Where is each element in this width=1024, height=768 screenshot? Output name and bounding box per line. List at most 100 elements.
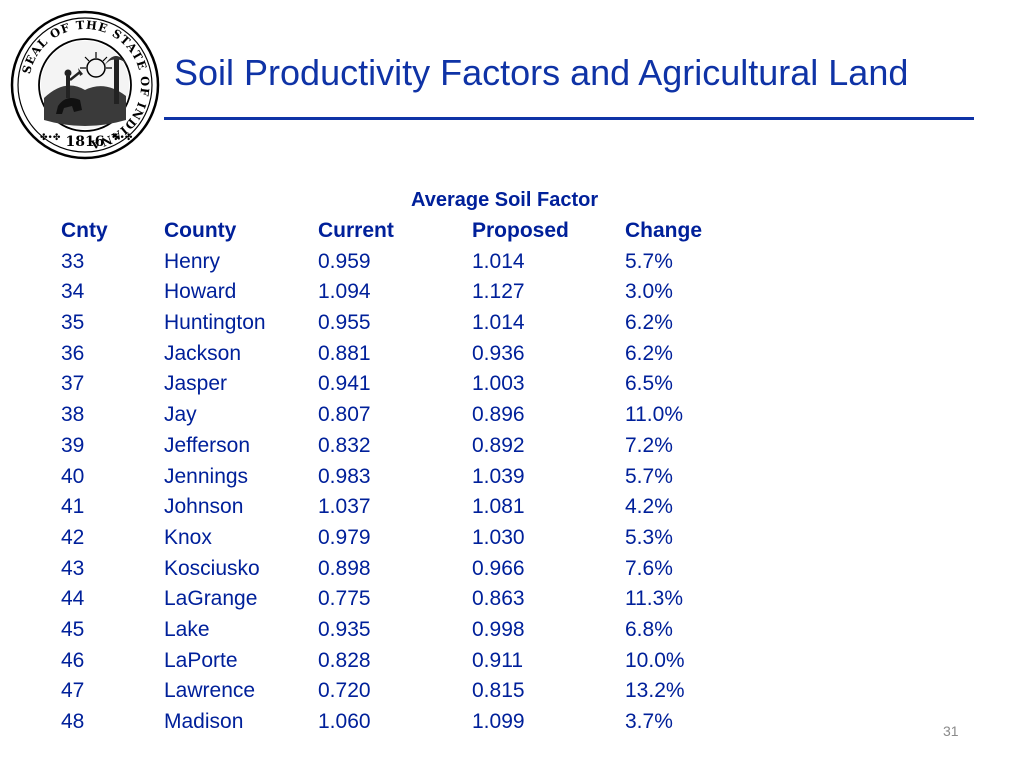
table-row: 43 Kosciusko 0.898 0.966 7.6% (61, 554, 745, 585)
cell-proposed: 1.030 (472, 525, 525, 549)
cell-cnty: 37 (61, 372, 85, 396)
cell-current: 0.983 (318, 464, 371, 488)
cell-change: 4.2% (625, 495, 673, 519)
cell-change: 6.2% (625, 341, 673, 365)
cell-current: 0.720 (318, 679, 371, 703)
table-row: 44 LaGrange 0.775 0.863 11.3% (61, 584, 745, 615)
cell-change: 11.0% (625, 403, 683, 427)
seal-year: 1816 (66, 134, 105, 150)
cell-cnty: 36 (61, 341, 85, 365)
cell-current: 0.979 (318, 525, 371, 549)
cell-change: 6.5% (625, 372, 673, 396)
table-row: 39 Jefferson 0.832 0.892 7.2% (61, 431, 745, 462)
cell-proposed: 1.014 (472, 311, 525, 335)
cell-cnty: 46 (61, 648, 85, 672)
cell-current: 1.060 (318, 710, 371, 733)
cell-cnty: 47 (61, 679, 85, 703)
cell-county: Lake (164, 617, 210, 641)
table-row: 41 Johnson 1.037 1.081 4.2% (61, 492, 745, 523)
cell-proposed: 1.039 (472, 464, 525, 488)
column-header-current: Current (318, 219, 394, 242)
cell-change: 10.0% (625, 648, 685, 672)
cell-current: 0.898 (318, 556, 371, 580)
cell-cnty: 33 (61, 249, 85, 273)
table-row: 40 Jennings 0.983 1.039 5.7% (61, 462, 745, 493)
table-row: 47 Lawrence 0.720 0.815 13.2% (61, 676, 745, 707)
cell-county: Johnson (164, 495, 244, 519)
cell-county: Jefferson (164, 433, 250, 457)
table-row: 36 Jackson 0.881 0.936 6.2% (61, 339, 745, 370)
cell-proposed: 0.936 (472, 341, 525, 365)
cell-proposed: 0.966 (472, 556, 525, 580)
title-divider (164, 117, 974, 120)
cell-cnty: 42 (61, 525, 85, 549)
state-seal-logo: SEAL OF THE STATE OF INDIANA 1816 ✤•✤ ✤•… (10, 10, 160, 160)
cell-current: 0.935 (318, 617, 371, 641)
table-row: 46 LaPorte 0.828 0.911 10.0% (61, 646, 745, 677)
cell-proposed: 0.896 (472, 403, 525, 427)
cell-cnty: 39 (61, 433, 85, 457)
cell-change: 3.0% (625, 280, 673, 304)
cell-current: 0.775 (318, 587, 371, 611)
cell-cnty: 45 (61, 617, 85, 641)
cell-county: LaGrange (164, 587, 258, 611)
column-header-change: Change (625, 219, 703, 242)
cell-proposed: 0.863 (472, 587, 525, 611)
cell-proposed: 1.099 (472, 710, 525, 733)
cell-proposed: 1.127 (472, 280, 525, 304)
cell-current: 0.955 (318, 311, 371, 335)
cell-proposed: 0.911 (472, 648, 523, 672)
cell-proposed: 1.014 (472, 249, 525, 273)
table-row: 33 Henry 0.959 1.014 5.7% (61, 247, 745, 278)
cell-county: LaPorte (164, 648, 238, 672)
cell-county: Madison (164, 710, 244, 733)
cell-change: 7.2% (625, 433, 673, 457)
cell-county: Knox (164, 525, 212, 549)
cell-county: Jay (164, 403, 197, 427)
cell-proposed: 0.892 (472, 433, 525, 457)
cell-current: 1.037 (318, 495, 371, 519)
cell-change: 5.7% (625, 464, 673, 488)
cell-change: 5.3% (625, 525, 673, 549)
cell-change: 11.3% (625, 587, 683, 611)
slide-title: Soil Productivity Factors and Agricultur… (174, 52, 909, 93)
table-row: 34 Howard 1.094 1.127 3.0% (61, 277, 745, 308)
column-header-county: County (164, 219, 237, 242)
cell-change: 7.6% (625, 556, 673, 580)
cell-change: 6.2% (625, 311, 673, 335)
cell-county: Huntington (164, 311, 266, 335)
table-row: 35 Huntington 0.955 1.014 6.2% (61, 308, 745, 339)
cell-current: 0.941 (318, 372, 371, 396)
cell-current: 0.959 (318, 249, 371, 273)
cell-cnty: 34 (61, 280, 85, 304)
cell-proposed: 0.815 (472, 679, 525, 703)
cell-cnty: 48 (61, 710, 85, 733)
cell-change: 6.8% (625, 617, 673, 641)
cell-current: 1.094 (318, 280, 371, 304)
table-row: 42 Knox 0.979 1.030 5.3% (61, 523, 745, 554)
cell-change: 3.7% (625, 710, 673, 733)
cell-county: Kosciusko (164, 556, 260, 580)
cell-current: 0.828 (318, 648, 371, 672)
cell-county: Howard (164, 280, 237, 304)
cell-county: Henry (164, 249, 221, 273)
cell-cnty: 44 (61, 587, 85, 611)
table-row: 45 Lake 0.935 0.998 6.8% (61, 615, 745, 646)
cell-current: 0.807 (318, 403, 371, 427)
svg-text:✤•✤: ✤•✤ (40, 133, 61, 143)
cell-change: 5.7% (625, 249, 673, 273)
cell-cnty: 35 (61, 311, 85, 335)
cell-cnty: 38 (61, 403, 85, 427)
column-header-proposed: Proposed (472, 219, 569, 242)
table-row: 37 Jasper 0.941 1.003 6.5% (61, 369, 745, 400)
cell-current: 0.832 (318, 433, 371, 457)
cell-change: 13.2% (625, 679, 685, 703)
cell-cnty: 40 (61, 464, 85, 488)
cell-county: Jasper (164, 372, 228, 396)
table-row: 48 Madison 1.060 1.099 3.7% (61, 707, 745, 738)
table-header-row: Cnty County Current Proposed Change (61, 216, 745, 247)
cell-county: Jennings (164, 464, 249, 488)
cell-cnty: 43 (61, 556, 85, 580)
cell-current: 0.881 (318, 341, 371, 365)
page-number: 31 (943, 723, 959, 739)
